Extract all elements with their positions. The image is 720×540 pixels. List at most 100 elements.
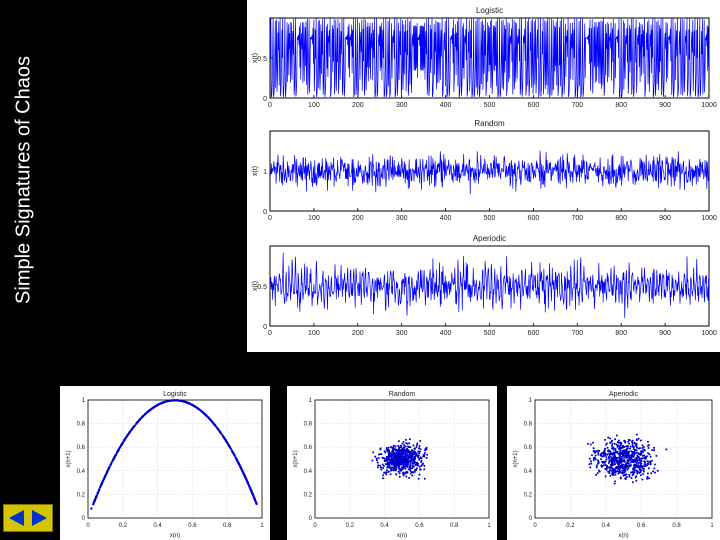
data-point: [200, 409, 203, 413]
data-point: [623, 473, 626, 476]
data-point: [400, 453, 402, 456]
chart-title: Random: [389, 391, 416, 398]
data-point: [415, 446, 418, 449]
data-point: [630, 477, 633, 480]
data-point: [648, 477, 650, 480]
data-point: [624, 441, 627, 444]
data-point: [194, 405, 197, 409]
data-point: [612, 448, 615, 451]
data-point: [411, 459, 414, 461]
return-map-logistic: Logistic x(n) x(n+1) 0 0.2 0.4 0.6 0.8 1 0 0.2 0.4 0…: [66, 391, 264, 539]
data-point: [638, 459, 641, 462]
y-tick-label: 1: [309, 398, 313, 404]
data-point: [402, 474, 405, 477]
data-point: [614, 467, 617, 470]
data-point: [592, 441, 594, 444]
data-point: [384, 460, 386, 463]
x-axis-label: x(n): [618, 533, 628, 539]
data-point: [406, 442, 409, 445]
data-point: [631, 439, 634, 442]
data-point: [614, 448, 617, 450]
data-point: [426, 453, 429, 456]
data-point: [154, 404, 157, 408]
data-point: [616, 451, 619, 454]
data-point: [628, 475, 631, 478]
data-point: [665, 448, 668, 451]
data-point: [617, 472, 620, 475]
data-point: [646, 460, 649, 463]
data-point: [398, 458, 401, 460]
data-point: [635, 442, 638, 445]
data-point: [411, 471, 414, 473]
return-map-random: Random x(n) x(n+1) 0 0.2 0.4 0.6 0.8 1 0 0.2 0.4 0.6…: [293, 391, 491, 539]
y-tick-label: 0.5: [257, 284, 267, 291]
data-point: [614, 451, 617, 454]
data-point: [619, 441, 622, 444]
data-point: [625, 476, 628, 478]
y-tick-label: 0: [263, 96, 267, 103]
y-axis-label: x(n+1): [66, 450, 72, 467]
data-point: [216, 427, 219, 430]
data-point: [400, 469, 402, 472]
x-tick-label: 300: [396, 330, 408, 337]
data-point: [238, 463, 241, 466]
data-point: [407, 457, 410, 460]
data-point: [594, 451, 597, 454]
data-point: [414, 448, 416, 450]
data-point: [630, 471, 632, 474]
data-point: [223, 437, 226, 440]
data-point: [105, 473, 108, 476]
previous-slide-button[interactable]: [7, 508, 27, 528]
x-tick-label: 500: [484, 215, 496, 222]
data-point: [612, 451, 615, 454]
x-tick-label: 700: [571, 215, 583, 222]
chart-title: Aperiodic: [473, 234, 506, 243]
data-point: [401, 442, 404, 445]
data-point: [408, 477, 411, 479]
data-point: [400, 455, 403, 458]
data-point: [638, 457, 641, 460]
return-map-random-panel: Random x(n) x(n+1) 0 0.2 0.4 0.6 0.8 1 0 0.2 0.4 0.6…: [287, 386, 497, 540]
data-point: [162, 401, 165, 404]
data-point: [641, 457, 644, 460]
data-point: [231, 450, 234, 453]
data-point: [595, 473, 598, 476]
data-point: [648, 460, 651, 463]
data-point: [406, 465, 409, 468]
data-point: [644, 463, 647, 466]
data-point: [629, 439, 631, 442]
chart-title: Logistic: [163, 391, 187, 398]
data-point: [394, 455, 397, 458]
slide-title: Simple Signatures of Chaos: [12, 56, 35, 304]
data-point: [226, 441, 229, 444]
data-point: [635, 439, 638, 442]
data-point: [404, 467, 407, 470]
data-point: [598, 470, 601, 473]
data-point: [393, 453, 396, 456]
y-axis-label: x(n+1): [513, 450, 519, 467]
data-point: [587, 442, 589, 445]
data-point: [618, 468, 621, 470]
data-point: [622, 449, 625, 452]
data-point: [392, 447, 395, 450]
data-point: [642, 448, 645, 451]
x-tick-label: 0.8: [223, 523, 232, 529]
x-tick-label: 0: [268, 330, 272, 337]
return-map-random: Random x(n) x(n+1) 0 0.2 0.4 0.6 0.8 1 0 0.2 0.4 0.6…: [293, 391, 491, 539]
x-tick-label: 800: [615, 215, 627, 222]
data-point: [621, 469, 624, 472]
data-point: [107, 468, 110, 471]
x-tick-label: 0.6: [637, 523, 646, 529]
data-point: [396, 451, 399, 454]
x-tick-label: 400: [440, 330, 452, 337]
data-point: [642, 473, 645, 475]
data-point: [635, 433, 638, 436]
data-point: [380, 468, 383, 471]
data-point: [628, 473, 631, 476]
data-point: [637, 437, 640, 440]
next-slide-button[interactable]: [29, 508, 49, 528]
chart-title: Random: [474, 119, 505, 128]
data-point: [653, 463, 656, 466]
data-point: [609, 437, 611, 440]
y-tick-label: 0: [529, 516, 533, 522]
